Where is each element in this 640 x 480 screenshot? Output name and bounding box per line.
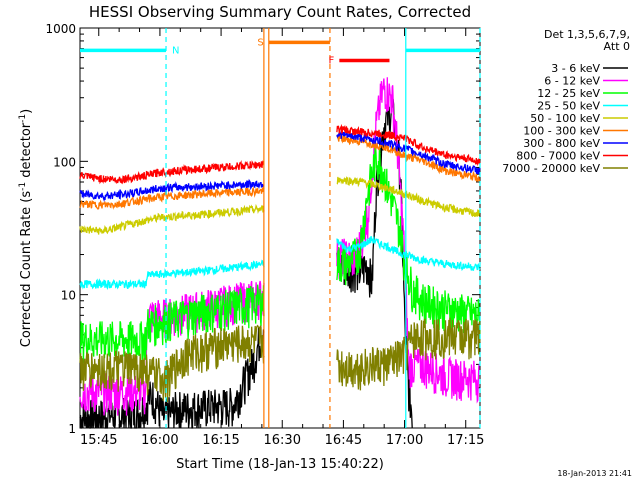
x-axis-label: Start Time (18-Jan-13 15:40:22) (176, 457, 384, 472)
y-tick-label: 10 (61, 289, 76, 303)
series-line-6 (79, 130, 481, 203)
y-tick-label: 100 (53, 155, 76, 169)
flag-label-n: N (172, 45, 179, 56)
x-tick-label: 16:30 (264, 433, 301, 448)
series-line-8 (79, 317, 481, 403)
legend-label-5: 100 - 300 keV (523, 125, 600, 138)
legend-label-6: 300 - 800 keV (523, 137, 600, 150)
series-line-7 (79, 123, 481, 185)
annotation-layer: N S F (80, 28, 481, 428)
legend-label-7: 800 - 7000 keV (516, 150, 600, 163)
y-tick-label: 1000 (45, 22, 76, 36)
x-tick-label: 16:45 (325, 433, 362, 448)
x-tick-label: 16:00 (141, 433, 178, 448)
series-line-0 (79, 98, 413, 429)
series-line-2 (79, 141, 481, 364)
x-tick-label: 16:15 (202, 433, 239, 448)
y-tick-labels: 1 10 100 1000 (45, 22, 76, 436)
x-tick-label: 17:15 (447, 433, 484, 448)
legend-header-line-2: Att 0 (604, 40, 630, 53)
series-line-3 (79, 236, 481, 290)
legend-label-1: 6 - 12 keV (544, 75, 600, 88)
legend-label-3: 25 - 50 keV (537, 100, 600, 113)
legend-label-2: 12 - 25 keV (537, 87, 600, 100)
flag-label-f: F (329, 56, 335, 67)
y-tick-label: 1 (68, 422, 76, 436)
series-line-4 (79, 175, 481, 235)
y-axis-label: Corrected Count Rate (s-1 detector-1) (18, 109, 34, 347)
footer-timestamp: 18-Jan-2013 21:41 (557, 469, 632, 478)
legend-label-0: 3 - 6 keV (551, 62, 600, 75)
x-tick-label: 17:00 (386, 433, 423, 448)
x-tick-label: 15:45 (80, 433, 117, 448)
legend-label-8: 7000 - 20000 keV (502, 162, 600, 175)
series-layer (79, 77, 481, 429)
flag-label-s: S (257, 37, 263, 48)
legend-header-line-1: Det 1,3,5,6,7,9, (544, 28, 630, 41)
chart-title: HESSI Observing Summary Count Rates, Cor… (89, 3, 471, 21)
legend-label-4: 50 - 100 keV (530, 112, 600, 125)
x-tick-labels: 15:45 16:00 16:15 16:30 16:45 17:00 17:15 (80, 433, 484, 448)
